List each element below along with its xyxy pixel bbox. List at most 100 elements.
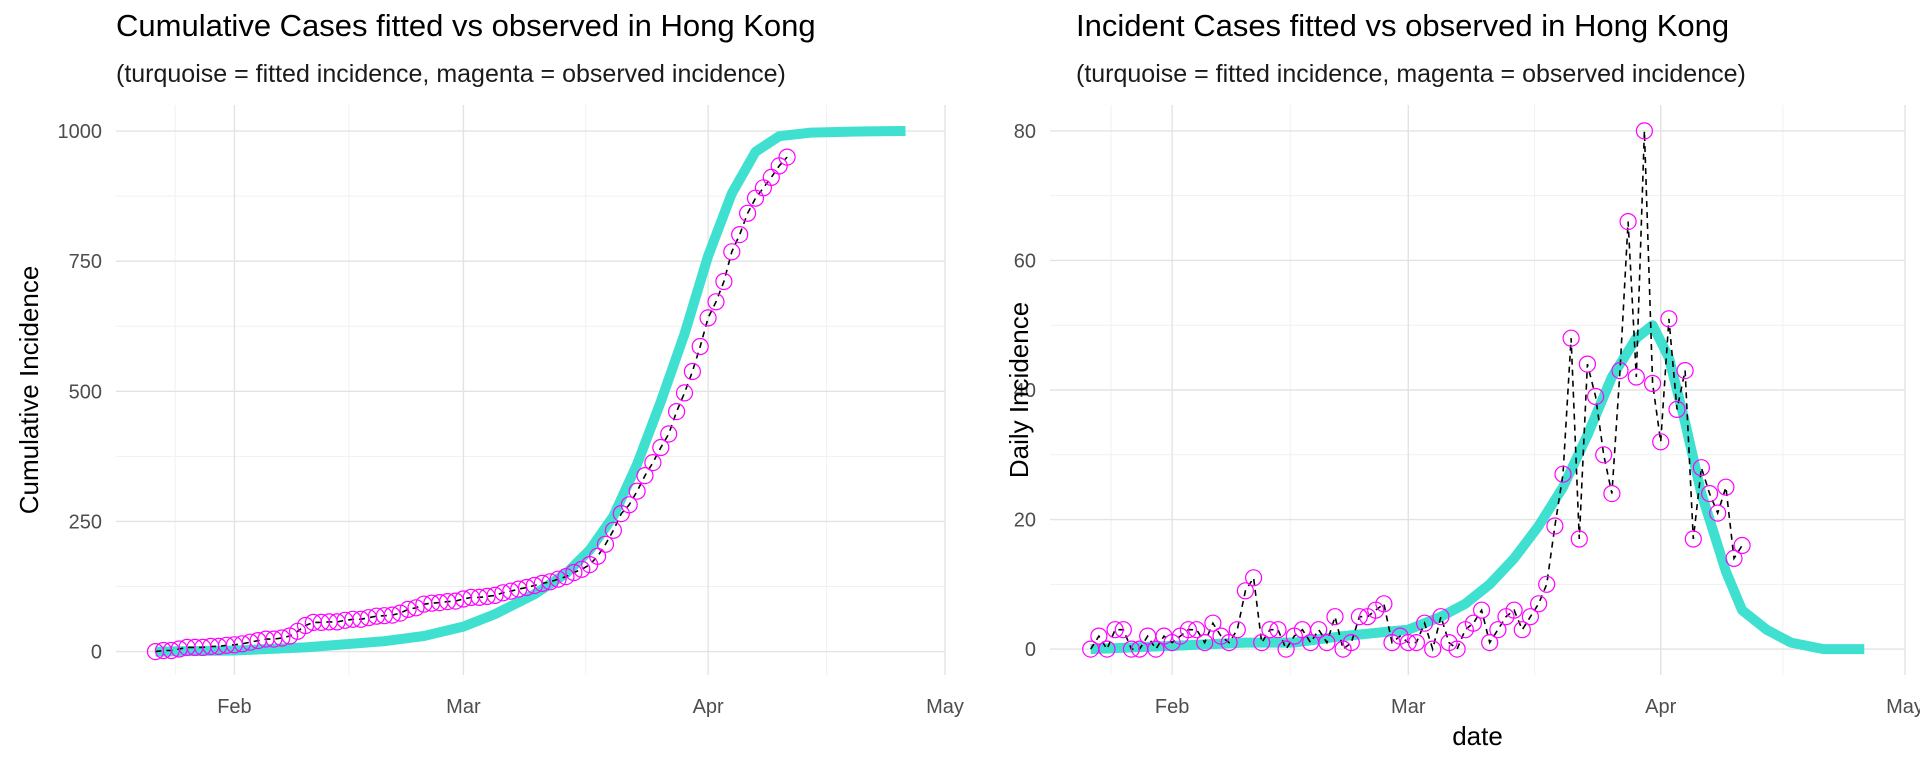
observed-point: [1196, 633, 1214, 652]
observed-point: [383, 606, 401, 624]
x-tick-label: May: [926, 696, 964, 718]
observed-point: [1253, 633, 1271, 652]
observed-point: [557, 567, 575, 586]
observed-point: [533, 574, 551, 593]
observed-point: [620, 496, 638, 514]
observed-point: [1204, 614, 1222, 632]
observed-point: [549, 570, 567, 588]
x-tick-label: Feb: [217, 696, 251, 718]
x-tick-label: Feb: [1155, 696, 1189, 718]
observed-point: [1188, 621, 1206, 639]
y-tick-label: 0: [1025, 639, 1036, 661]
observed-point: [1733, 536, 1751, 555]
observed-point: [1717, 478, 1735, 496]
observed-point: [1538, 575, 1556, 593]
observed-point: [1147, 640, 1165, 658]
observed-point: [604, 521, 623, 539]
observed-point: [644, 454, 662, 472]
y-tick-label: 1000: [58, 121, 103, 143]
observed-point: [1350, 608, 1368, 626]
y-axis-label: Daily Incidence: [1004, 302, 1034, 478]
observed-point: [1700, 485, 1719, 503]
daily-incidence-chart: 0 20 40 60 80 Feb Mar Apr May Daily Incidence date: [1004, 105, 1920, 751]
x-axis-label: date: [1452, 721, 1503, 751]
observed-point: [1505, 601, 1523, 619]
observed-point: [1399, 633, 1417, 652]
observed-point: [1635, 122, 1654, 140]
observed-point: [1326, 608, 1344, 626]
observed-point: [588, 547, 607, 565]
x-tick-label: Apr: [693, 696, 724, 718]
y-tick-label: 80: [1014, 121, 1036, 143]
observed-point: [667, 403, 686, 421]
observed-point: [1407, 633, 1425, 652]
x-tick-label: Mar: [446, 696, 481, 718]
y-tick-label: 20: [1014, 510, 1036, 532]
observed-point: [1603, 485, 1621, 503]
incident-cases-panel: Incident Cases fitted vs observed in Hon…: [960, 0, 1920, 768]
observed-point: [1554, 465, 1572, 483]
observed-point: [1692, 459, 1711, 477]
observed-point: [391, 604, 409, 622]
observed-point: [1652, 433, 1670, 451]
observed-point: [1464, 614, 1483, 632]
observed-point: [754, 179, 773, 197]
observed-point: [1521, 608, 1540, 626]
observed-point: [1472, 601, 1491, 619]
observed-point: [1562, 329, 1580, 347]
observed-point: [1619, 213, 1637, 231]
observed-point: [1318, 633, 1336, 652]
observed-point: [707, 293, 725, 311]
observed-point: [486, 586, 504, 605]
observed-point: [1277, 640, 1295, 658]
y-tick-label: 0: [91, 642, 102, 664]
observed-incidence-line: [155, 156, 788, 653]
observed-point: [660, 425, 678, 443]
x-tick-label: Apr: [1645, 696, 1676, 718]
observed-point: [675, 384, 694, 402]
cumulative-incidence-chart: 0 250 500 750 1000 Feb Mar Apr May Cumulative Inc…: [14, 105, 964, 718]
observed-point: [691, 337, 709, 356]
cumulative-cases-panel: Cumulative Cases fitted vs observed in H…: [14, 8, 964, 718]
observed-point: [1261, 621, 1279, 639]
grid-lines: [116, 105, 946, 675]
observed-point: [1627, 368, 1645, 386]
observed-point: [683, 362, 702, 381]
observed-point: [1416, 614, 1434, 632]
observed-point: [746, 189, 765, 207]
observed-point: [494, 584, 512, 602]
observed-point: [1424, 640, 1442, 658]
observed-point: [596, 535, 615, 553]
y-tick-label: 60: [1014, 250, 1036, 272]
observed-point: [1342, 633, 1360, 652]
observed-point: [715, 272, 733, 291]
observed-point: [1586, 387, 1605, 406]
observed-point: [1122, 640, 1140, 658]
observed-point: [723, 243, 741, 261]
observed-point: [1228, 621, 1246, 639]
observed-point: [1709, 504, 1727, 522]
observed-point: [1578, 355, 1597, 373]
x-tick-label: May: [1886, 696, 1920, 718]
observed-point: [1448, 640, 1466, 658]
observed-points: [146, 148, 796, 661]
observed-point: [1114, 621, 1132, 639]
fitted-incidence-line: [1090, 320, 1865, 655]
observed-point: [1570, 530, 1588, 548]
observed-point: [1269, 621, 1287, 639]
observed-point: [1643, 374, 1662, 393]
observed-point: [1660, 310, 1678, 328]
observed-point: [1245, 569, 1263, 587]
observed-point: [1179, 621, 1197, 639]
observed-point: [1595, 446, 1613, 464]
observed-point: [1611, 362, 1629, 380]
chart-title: Cumulative Cases fitted vs observed in H…: [116, 8, 816, 43]
observed-point: [1684, 530, 1702, 548]
observed-point: [1090, 627, 1108, 645]
observed-point: [273, 629, 291, 647]
observed-point: [1676, 362, 1694, 380]
observed-point: [541, 573, 559, 591]
observed-point: [1513, 621, 1531, 639]
y-axis-label: Cumulative Incidence: [14, 266, 44, 515]
observed-point: [778, 148, 796, 166]
